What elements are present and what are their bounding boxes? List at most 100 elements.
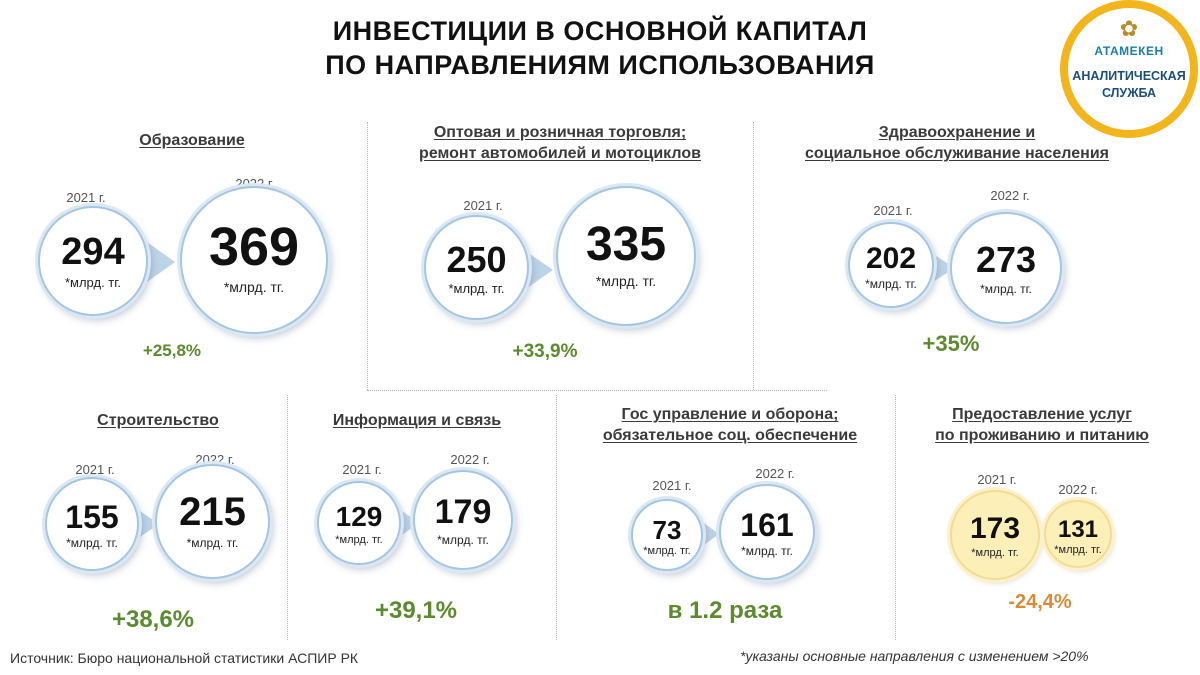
- page-title-line1: ИНВЕСТИЦИИ В ОСНОВНОЙ КАПИТАЛ: [332, 16, 868, 46]
- bubble-2022: 131 *млрд. тг.: [1044, 500, 1112, 568]
- bubble-2022-value: 335: [585, 218, 667, 272]
- year-2021-label: 2021 г.: [977, 472, 1017, 487]
- pointer-arrow-icon: [137, 509, 159, 539]
- bubble-2021: 294 *млрд. тг.: [38, 206, 148, 316]
- bubble-2022: 273 *млрд. тг.: [950, 212, 1062, 324]
- bubble-2021: 173 *млрд. тг.: [950, 490, 1040, 580]
- change-label: +33,9%: [512, 341, 578, 362]
- panel-title-line2: по проживанию и питанию: [935, 427, 1149, 444]
- year-2021-label: 2021 г.: [342, 462, 382, 477]
- page-title: ИНВЕСТИЦИИ В ОСНОВНОЙ КАПИТАЛ ПО НАПРАВЛ…: [0, 14, 1200, 82]
- change-label: +39,1%: [374, 597, 458, 624]
- bubble-2021: 250 *млрд. тг.: [424, 215, 529, 320]
- pointer-arrow-icon: [701, 521, 719, 547]
- bubble-2021-value: 155: [65, 498, 119, 535]
- bubble-2022-unit: *млрд. тг.: [186, 536, 239, 551]
- bubble-2021: 202 *млрд. тг.: [848, 222, 934, 308]
- year-2021-label: 2021 г.: [66, 190, 106, 205]
- divider: [895, 395, 896, 640]
- bubble-2021-value: 129: [335, 501, 383, 533]
- panel-title: Строительство: [0, 410, 378, 431]
- page-title-line2: ПО НАПРАВЛЕНИЯМ ИСПОЛЬЗОВАНИЯ: [325, 50, 875, 80]
- bubble-2021-unit: *млрд. тг.: [971, 546, 1019, 559]
- bubble-2022: 369 *млрд. тг.: [180, 186, 328, 334]
- atameken-logo: ✿ АТАМЕКЕН АНАЛИТИЧЕСКАЯ СЛУЖБА: [1060, 0, 1198, 138]
- bubble-2022-value: 215: [179, 489, 246, 534]
- bubble-2022-value: 161: [740, 506, 794, 543]
- bubble-2021-unit: *млрд. тг.: [335, 533, 383, 546]
- panel-title-line1: Строительство: [97, 412, 219, 429]
- divider: [367, 122, 368, 390]
- bubble-2021: 73 *млрд. тг.: [631, 499, 703, 571]
- bubble-2021-unit: *млрд. тг.: [66, 536, 118, 551]
- panel-title-line2: социальное обслуживание населения: [804, 145, 1109, 162]
- logo-brand: АТАМЕКЕН: [1094, 44, 1164, 58]
- bubble-2021: 155 *млрд. тг.: [45, 477, 139, 571]
- year-2022-label: 2022 г.: [450, 452, 490, 467]
- bubble-2022-unit: *млрд. тг.: [1054, 543, 1102, 556]
- divider: [556, 395, 557, 640]
- pointer-arrow-icon: [147, 242, 175, 282]
- bubble-2022: 179 *млрд. тг.: [413, 470, 513, 570]
- panel-title: Образование: [0, 130, 412, 151]
- panel-title: Информация и связь: [197, 410, 637, 431]
- panel-title-line1: Оптовая и розничная торговля;: [433, 124, 687, 141]
- bubble-2021-value: 202: [865, 241, 917, 275]
- change-label: +38,6%: [111, 606, 195, 633]
- footnote: *указаны основные направления с изменени…: [740, 648, 1089, 664]
- panel-title: Гос управление и оборона; обязательное со…: [510, 404, 950, 446]
- year-2021-label: 2021 г.: [652, 478, 692, 493]
- bubble-2022: 335 *млрд. тг.: [556, 186, 696, 326]
- panel-title: Оптовая и розничная торговля; ремонт авто…: [340, 122, 780, 164]
- bubble-2021-unit: *млрд. тг.: [448, 281, 505, 297]
- year-2022-label: 2022 г.: [755, 466, 795, 481]
- bubble-2022-value: 131: [1057, 515, 1099, 543]
- panel-title: Здравоохранение и социальное обслуживание…: [737, 122, 1177, 164]
- logo-service-line1: АНАЛИТИЧЕСКАЯ: [1072, 69, 1186, 83]
- panel-title-line1: Информация и связь: [332, 412, 502, 429]
- bubble-2021-value: 73: [652, 514, 682, 545]
- year-2021-label: 2021 г.: [873, 203, 913, 218]
- bubble-2022: 215 *млрд. тг.: [155, 464, 270, 579]
- bubble-2021-unit: *млрд. тг.: [64, 275, 122, 291]
- panel-title-line2: ремонт автомобилей и мотоциклов: [419, 145, 701, 162]
- change-label: +35%: [922, 331, 980, 356]
- panel-title-line2: обязательное соц. обеспечение: [602, 427, 858, 444]
- change-label: -24,4%: [1008, 591, 1072, 613]
- divider: [287, 395, 288, 640]
- logo-service: АНАЛИТИЧЕСКАЯ СЛУЖБА: [1068, 68, 1190, 102]
- bubble-2021-value: 294: [61, 230, 125, 273]
- bubble-2022-unit: *млрд. тг.: [595, 273, 657, 290]
- panel-title-line1: Образование: [139, 132, 245, 149]
- source-note: Источник: Бюро национальной статистики А…: [10, 650, 359, 666]
- divider: [753, 122, 754, 390]
- bubble-2022-unit: *млрд. тг.: [437, 532, 489, 547]
- atameken-emblem-icon: ✿: [1119, 16, 1139, 41]
- panel-title-line1: Гос управление и оборона;: [621, 406, 839, 423]
- bubble-2021-value: 173: [969, 511, 1021, 545]
- bubble-2021-unit: *млрд. тг.: [643, 545, 691, 558]
- bubble-2021-value: 250: [446, 238, 507, 280]
- change-label: в 1.2 раза: [667, 597, 783, 624]
- year-2022-label: 2022 г.: [195, 452, 235, 467]
- bubble-2022-unit: *млрд. тг.: [980, 281, 1032, 296]
- divider: [367, 390, 827, 391]
- panel-title-line1: Здравоохранение и: [878, 124, 1036, 141]
- bubble-2022-value: 273: [975, 239, 1037, 281]
- change-label: +25,8%: [142, 341, 202, 360]
- pointer-arrow-icon: [527, 252, 553, 288]
- bubble-2021-unit: *млрд. тг.: [865, 276, 917, 291]
- year-2021-label: 2021 г.: [463, 198, 503, 213]
- panel-title: Предоставление услуг по проживанию и пита…: [822, 404, 1200, 446]
- year-2022-label: 2022 г.: [1058, 482, 1098, 497]
- bubble-2022-value: 369: [208, 217, 300, 278]
- logo-service-line2: СЛУЖБА: [1101, 86, 1157, 100]
- bubble-2022-value: 179: [434, 493, 492, 532]
- year-2021-label: 2021 г.: [75, 462, 115, 477]
- panel-title-line1: Предоставление услуг: [952, 406, 1132, 423]
- bubble-2022-unit: *млрд. тг.: [741, 544, 793, 559]
- bubble-2022-unit: *млрд. тг.: [223, 279, 285, 296]
- year-2022-label: 2022 г.: [990, 188, 1030, 203]
- bubble-2021: 129 *млрд. тг.: [317, 481, 401, 565]
- bubble-2022: 161 *млрд. тг.: [719, 484, 815, 580]
